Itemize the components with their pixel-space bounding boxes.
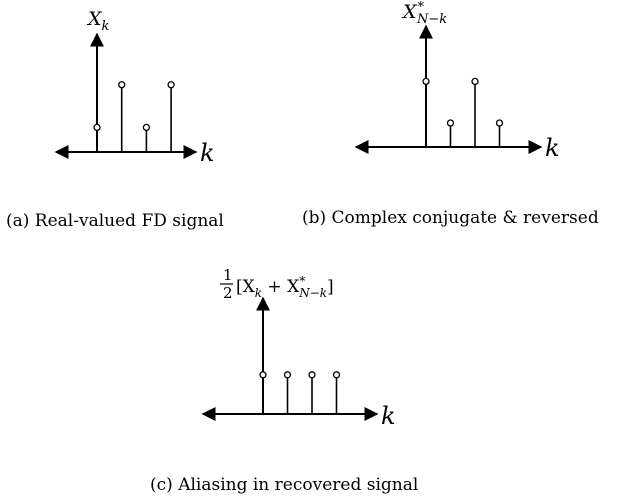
panel-a-stem-marker-2 bbox=[118, 81, 126, 89]
panel-b-stems bbox=[422, 77, 504, 147]
svg-text:[Xk + X*N−k]: [Xk + X* N−k] bbox=[236, 274, 334, 300]
panel-c-stem-marker-2 bbox=[283, 371, 292, 379]
panel-b-stem-marker-3 bbox=[471, 77, 479, 86]
panel-a-caption: (a) Real-valued FD signal bbox=[6, 211, 224, 231]
panel-c-x-label: k bbox=[381, 402, 396, 430]
panel-a: Xk k (a) Real-valued FD signal bbox=[6, 8, 224, 231]
panel-b-x-label: k bbox=[545, 134, 560, 162]
panel-b-caption: (b) Complex conjugate & reversed bbox=[302, 208, 599, 228]
panel-c-stem-marker-3 bbox=[308, 371, 316, 379]
svg-text:1: 1 bbox=[223, 266, 233, 284]
svg-text:2: 2 bbox=[223, 284, 233, 302]
panel-c-stem-marker-1 bbox=[259, 371, 267, 379]
panel-c-y-label: 1 2 [Xk + X* N−k] bbox=[220, 266, 334, 302]
panel-a-x-label: k bbox=[200, 139, 215, 167]
panel-b-stem-marker-2 bbox=[446, 119, 455, 127]
panel-a-y-label: Xk bbox=[86, 8, 110, 34]
panel-c-stems bbox=[259, 371, 341, 414]
panel-c: 1 2 [Xk + X* N−k] k (c) Aliasing in recov… bbox=[150, 266, 418, 495]
panel-b-stem-marker-4 bbox=[495, 119, 504, 127]
panel-b: X* N−k k (b) Complex conjugate & reversed bbox=[302, 0, 599, 228]
panel-a-stem-marker-4 bbox=[167, 81, 175, 89]
panel-a-stems bbox=[93, 81, 175, 152]
panel-c-stem-marker-4 bbox=[332, 371, 341, 379]
panel-a-stem-marker-1 bbox=[93, 123, 101, 132]
panel-c-caption: (c) Aliasing in recovered signal bbox=[150, 475, 418, 495]
panel-b-stem-marker-1 bbox=[422, 77, 430, 86]
panel-a-stem-marker-3 bbox=[142, 123, 151, 132]
panel-b-y-label: X* N−k bbox=[401, 0, 447, 27]
